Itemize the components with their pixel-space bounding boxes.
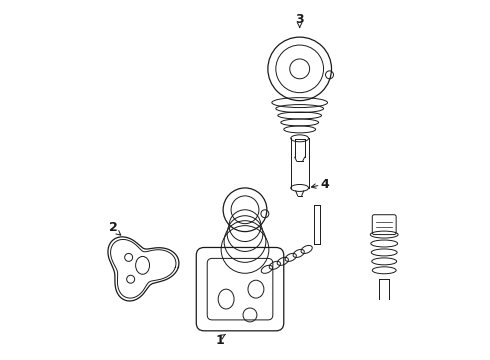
Text: 1: 1 bbox=[216, 334, 224, 347]
Text: 2: 2 bbox=[109, 221, 118, 234]
Text: 4: 4 bbox=[320, 179, 329, 192]
Text: 3: 3 bbox=[295, 13, 304, 26]
